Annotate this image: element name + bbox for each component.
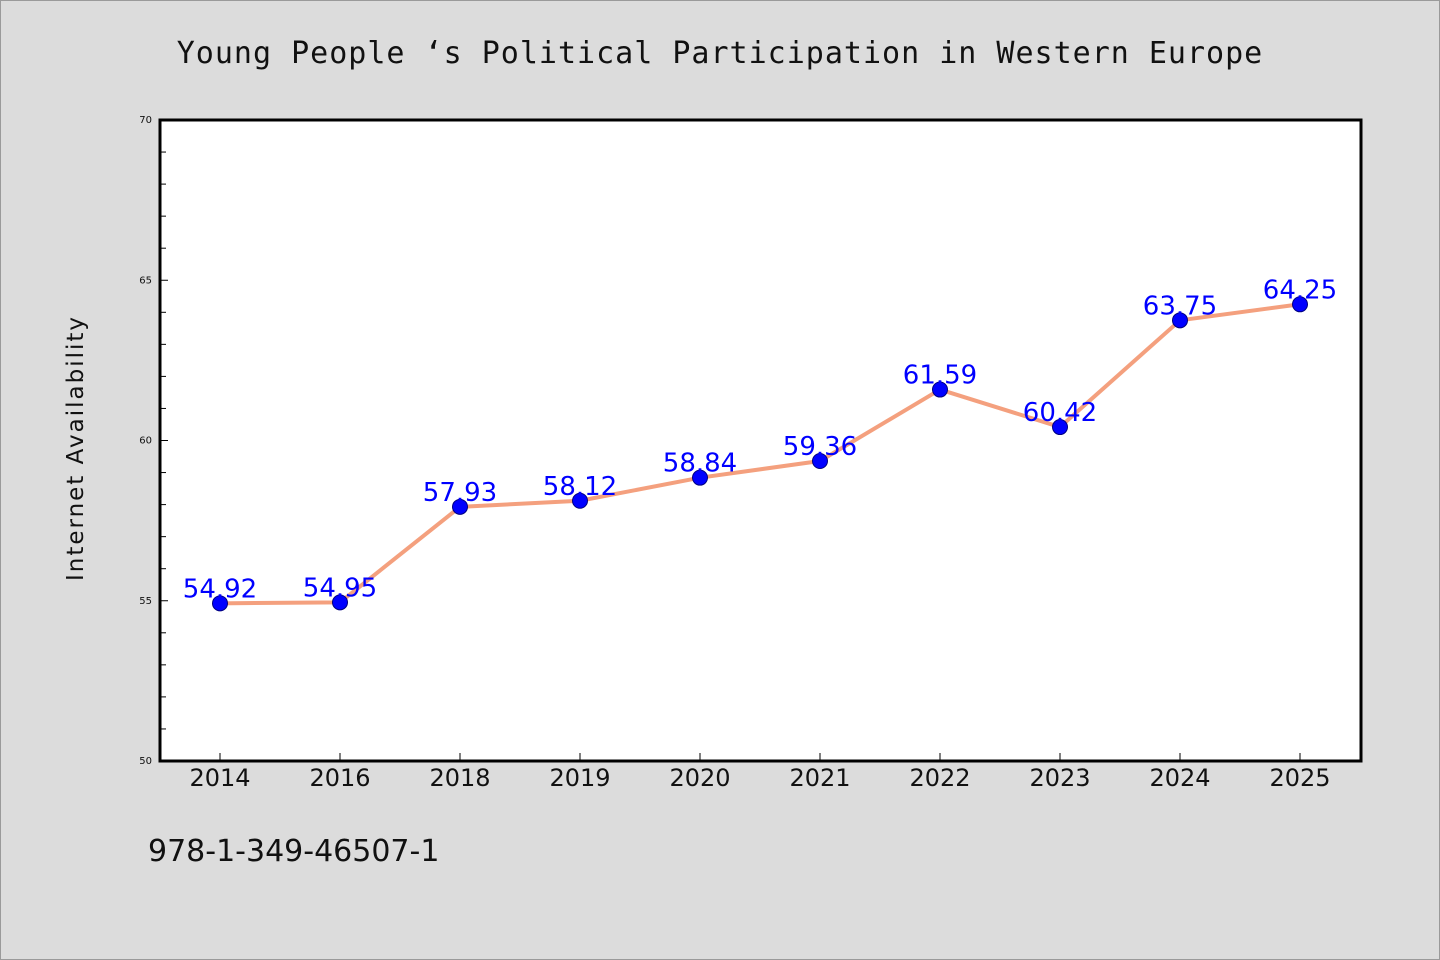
x-tick-label: 2014: [189, 764, 250, 792]
x-tick-label: 2016: [309, 764, 370, 792]
data-label: 57.93: [423, 478, 497, 508]
data-label: 58.84: [663, 449, 737, 479]
series-markers: [212, 296, 1308, 612]
x-tick-label: 2025: [1269, 764, 1330, 792]
data-label: 58.12: [543, 472, 617, 502]
x-tick-label: 2019: [549, 764, 610, 792]
data-point: [932, 381, 948, 398]
y-axis: 50 55 60 65 70: [139, 115, 168, 767]
x-tick-label: 2022: [909, 764, 970, 792]
y-tick-label: 65: [139, 275, 152, 286]
x-tick-label: 2018: [429, 764, 490, 792]
data-label: 54.92: [183, 574, 257, 604]
x-axis: 2014 2016 2018 2019 2020 2021 2022 2023 2024 2025: [189, 753, 1331, 792]
footnote-isbn: 978-1-349-46507-1: [148, 834, 440, 869]
series-line: [219, 302, 1301, 606]
data-label: 54.95: [303, 573, 377, 603]
y-tick-label: 70: [139, 115, 152, 126]
y-tick-label: 55: [139, 596, 152, 607]
data-label: 59.36: [783, 432, 857, 462]
x-tick-label: 2023: [1029, 764, 1090, 792]
data-labels: 54.92 54.95 57.93 58.12 58.84 59.36 61.59 60.42…: [183, 275, 1337, 604]
x-tick-label: 2024: [1149, 764, 1210, 792]
plot-area: [158, 118, 1363, 763]
data-point: [332, 594, 348, 611]
data-point: [212, 595, 228, 612]
data-point: [452, 498, 468, 515]
data-label: 61.59: [903, 361, 977, 391]
data-point: [1172, 312, 1188, 329]
y-tick-label: 50: [139, 756, 152, 767]
data-point: [692, 469, 708, 486]
data-point: [812, 453, 828, 470]
chart-title: Young People ‘s Political Participation …: [176, 36, 1264, 71]
y-tick-label: 60: [139, 436, 152, 447]
x-tick-label: 2020: [669, 764, 730, 792]
data-label: 63.75: [1143, 291, 1217, 321]
data-point: [1052, 419, 1068, 436]
data-point: [1292, 296, 1308, 313]
data-label: 64.25: [1263, 275, 1337, 305]
data-label: 60.42: [1023, 398, 1097, 428]
data-point: [572, 492, 588, 509]
x-tick-label: 2021: [789, 764, 850, 792]
